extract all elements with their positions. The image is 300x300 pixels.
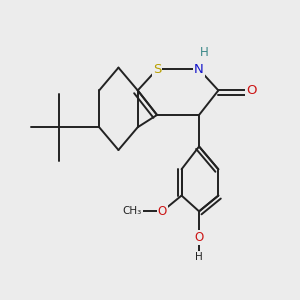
Text: CH₃: CH₃ xyxy=(123,206,142,216)
Text: O: O xyxy=(194,231,204,244)
Text: O: O xyxy=(246,84,257,97)
Text: O: O xyxy=(158,205,167,218)
Text: H: H xyxy=(195,252,203,262)
Text: S: S xyxy=(153,63,161,76)
Text: N: N xyxy=(194,63,204,76)
Text: H: H xyxy=(200,46,209,59)
